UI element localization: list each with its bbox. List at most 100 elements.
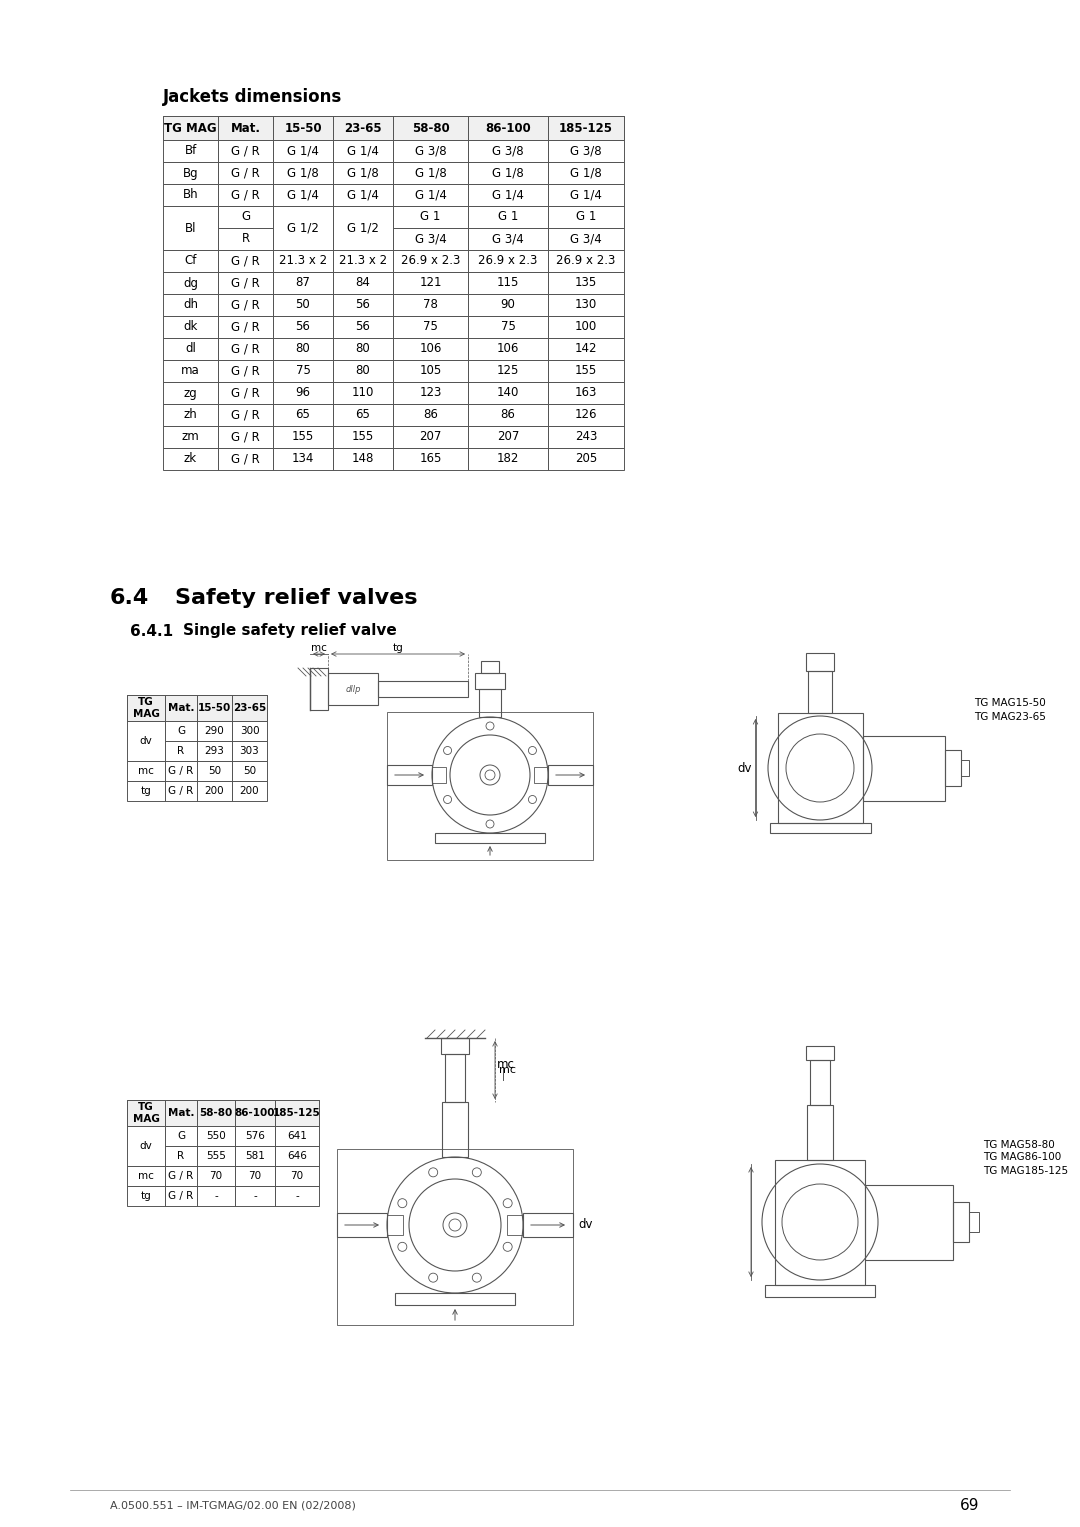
Text: 75: 75 xyxy=(423,321,437,333)
Text: 576: 576 xyxy=(245,1132,265,1141)
Bar xyxy=(333,360,393,382)
Text: 56: 56 xyxy=(355,298,370,312)
Text: 86-100: 86-100 xyxy=(485,122,531,134)
Text: 182: 182 xyxy=(497,452,519,466)
Bar xyxy=(165,1186,197,1206)
Bar xyxy=(808,670,832,713)
Bar xyxy=(468,447,548,470)
Text: zh: zh xyxy=(184,409,198,421)
Text: tg: tg xyxy=(393,643,403,654)
Bar xyxy=(275,1167,319,1186)
Bar xyxy=(548,337,624,360)
Text: 207: 207 xyxy=(497,431,519,443)
Text: Bl: Bl xyxy=(185,221,197,235)
Bar xyxy=(468,140,548,162)
Bar xyxy=(548,206,624,228)
Bar xyxy=(127,695,165,721)
Bar xyxy=(218,183,273,206)
Bar xyxy=(441,1038,469,1054)
Text: 58-80: 58-80 xyxy=(200,1109,232,1118)
Bar xyxy=(393,250,468,272)
Text: 70: 70 xyxy=(210,1171,222,1180)
Bar xyxy=(163,162,218,183)
Text: 290: 290 xyxy=(204,725,225,736)
Text: tg: tg xyxy=(140,1191,151,1202)
Bar xyxy=(480,689,501,718)
Text: G / R: G / R xyxy=(168,767,193,776)
Text: 135: 135 xyxy=(575,276,597,290)
Bar xyxy=(218,337,273,360)
Text: 303: 303 xyxy=(240,747,259,756)
Bar xyxy=(163,382,218,405)
Text: -: - xyxy=(253,1191,257,1202)
Bar xyxy=(127,1125,165,1167)
Bar xyxy=(275,1145,319,1167)
Bar xyxy=(275,1186,319,1206)
Bar xyxy=(165,721,197,741)
Text: 293: 293 xyxy=(204,747,225,756)
Text: dh: dh xyxy=(183,298,198,312)
Text: Mat.: Mat. xyxy=(230,122,260,134)
Text: 50: 50 xyxy=(243,767,256,776)
Bar xyxy=(218,405,273,426)
Text: 110: 110 xyxy=(352,386,374,400)
Bar xyxy=(548,316,624,337)
Bar xyxy=(127,1099,165,1125)
Bar xyxy=(127,721,165,760)
Bar xyxy=(273,272,333,295)
Bar xyxy=(218,360,273,382)
Text: 6.4: 6.4 xyxy=(110,588,149,608)
Text: ma: ma xyxy=(181,365,200,377)
Text: 123: 123 xyxy=(419,386,442,400)
Text: G 1: G 1 xyxy=(498,211,518,223)
Bar xyxy=(393,116,468,140)
Bar xyxy=(393,272,468,295)
Text: 23-65: 23-65 xyxy=(233,702,266,713)
Text: 69: 69 xyxy=(960,1498,980,1513)
Bar xyxy=(273,116,333,140)
Text: G / R: G / R xyxy=(231,409,260,421)
Text: zg: zg xyxy=(184,386,198,400)
Text: Mat.: Mat. xyxy=(167,702,194,713)
Bar xyxy=(778,713,863,823)
Bar xyxy=(127,1186,165,1206)
Text: 155: 155 xyxy=(292,431,314,443)
Text: dv: dv xyxy=(139,1141,152,1151)
Text: G / R: G / R xyxy=(231,431,260,443)
Bar xyxy=(218,447,273,470)
Bar xyxy=(507,1215,523,1235)
Bar xyxy=(197,760,232,780)
Text: TG MAG: TG MAG xyxy=(164,122,217,134)
Text: 87: 87 xyxy=(296,276,310,290)
Bar xyxy=(481,661,499,673)
Bar xyxy=(863,736,945,800)
Text: 155: 155 xyxy=(352,431,374,443)
Text: 65: 65 xyxy=(296,409,310,421)
Text: 78: 78 xyxy=(423,298,437,312)
Bar xyxy=(468,426,548,447)
Text: 300: 300 xyxy=(240,725,259,736)
Bar xyxy=(328,673,378,705)
Text: 75: 75 xyxy=(296,365,310,377)
Bar xyxy=(337,1148,573,1325)
Bar xyxy=(273,405,333,426)
Text: 125: 125 xyxy=(497,365,519,377)
Text: G / R: G / R xyxy=(231,298,260,312)
Bar xyxy=(218,272,273,295)
Text: Single safety relief valve: Single safety relief valve xyxy=(183,623,396,638)
Bar xyxy=(548,183,624,206)
Bar xyxy=(163,206,218,250)
Bar xyxy=(387,712,593,860)
Text: tg: tg xyxy=(140,786,151,796)
Text: G / R: G / R xyxy=(168,1191,193,1202)
Text: G: G xyxy=(177,1132,185,1141)
Bar xyxy=(218,250,273,272)
Bar xyxy=(548,272,624,295)
Text: G / R: G / R xyxy=(231,255,260,267)
Bar xyxy=(445,1054,465,1102)
Bar xyxy=(275,1099,319,1125)
Bar xyxy=(387,765,432,785)
Bar xyxy=(197,780,232,802)
Text: dl: dl xyxy=(185,342,195,356)
Bar xyxy=(393,295,468,316)
